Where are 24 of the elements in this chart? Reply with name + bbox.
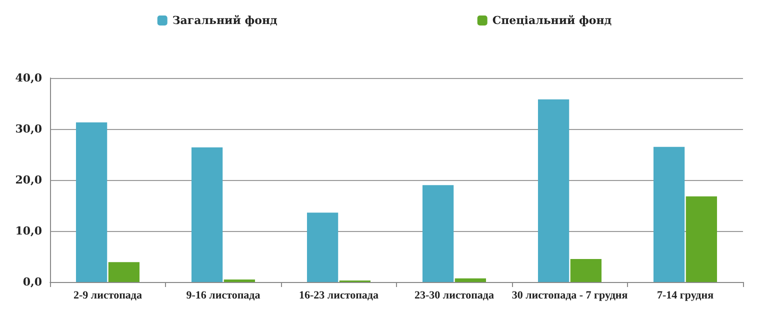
y-tick-label: 40,0 [15,72,42,84]
y-tick-label: 10,0 [15,224,42,238]
x-tick-label: 30 листопада - 7 грудня [512,290,628,302]
bar [422,185,454,282]
x-tick-label: 7-14 грудня [656,290,714,302]
legend-label: Спеціальний фонд [492,14,612,27]
bar [653,146,685,282]
y-tick-label: 20,0 [15,174,42,186]
bar [76,122,108,282]
bar [538,99,570,282]
bar [570,259,602,282]
legend-label: Загальний фонд [172,14,278,27]
x-tick-label: 23-30 листопада [414,290,494,302]
bar [306,212,338,282]
x-tick-label: 9-16 листопада [186,290,261,302]
bar [454,278,486,282]
bar [108,262,140,282]
bar [224,279,256,282]
bar [686,196,718,282]
bar [191,147,223,282]
x-tick-label: 2-9 листопада [74,290,142,302]
x-tick-label: 16-23 листопада [299,290,379,302]
y-tick-label: 0,0 [22,276,42,288]
y-tick-label: 30,0 [15,122,42,136]
